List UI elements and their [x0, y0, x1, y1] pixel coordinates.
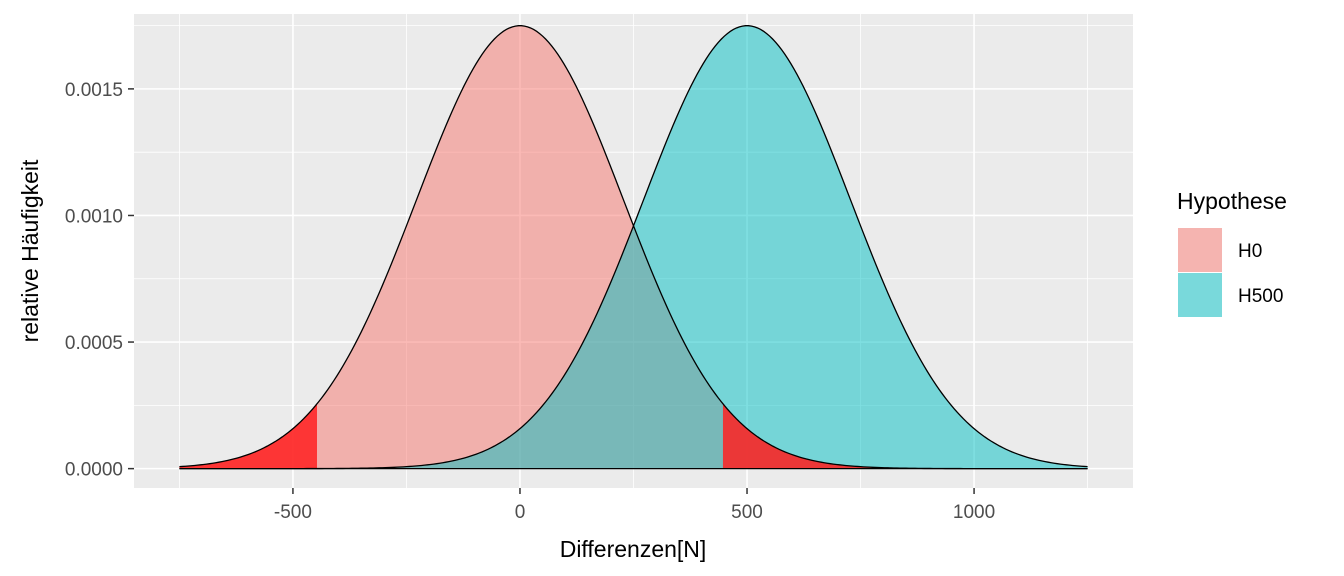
rejection-region-2	[722, 403, 1088, 469]
chart-marks	[179, 25, 1088, 470]
legend: Hypothese H0 H500	[1177, 188, 1287, 317]
y-tick-label: 0.0015	[65, 80, 123, 101]
y-axis: 0.0000 0.0005 0.0010 0.0015	[65, 80, 134, 481]
density-area-h500	[179, 25, 1088, 469]
y-tick-label: 0.0000	[65, 460, 123, 481]
x-tick-label: 0	[515, 502, 526, 523]
y-axis-title: relative Häufigkeit	[17, 159, 43, 342]
legend-label-h500: H500	[1238, 286, 1283, 307]
x-axis: -500 0 500 1000	[274, 488, 995, 523]
x-tick-label: -500	[274, 502, 312, 523]
rejection-region-1	[179, 403, 317, 469]
legend-swatch-h0	[1178, 228, 1222, 272]
y-tick-label: 0.0010	[65, 206, 123, 227]
legend-label-h0: H0	[1238, 241, 1262, 262]
y-tick-label: 0.0005	[65, 333, 123, 354]
x-tick-label: 500	[731, 502, 763, 523]
x-axis-title: Differenzen[N]	[560, 536, 707, 562]
x-tick-label: 1000	[953, 502, 995, 523]
legend-swatch-h500	[1178, 273, 1222, 317]
legend-title: Hypothese	[1177, 188, 1287, 214]
